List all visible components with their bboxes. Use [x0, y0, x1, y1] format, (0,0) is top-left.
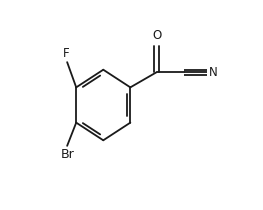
- Text: F: F: [63, 47, 69, 60]
- Text: O: O: [152, 29, 161, 42]
- Text: Br: Br: [60, 148, 74, 161]
- Text: N: N: [209, 66, 218, 79]
